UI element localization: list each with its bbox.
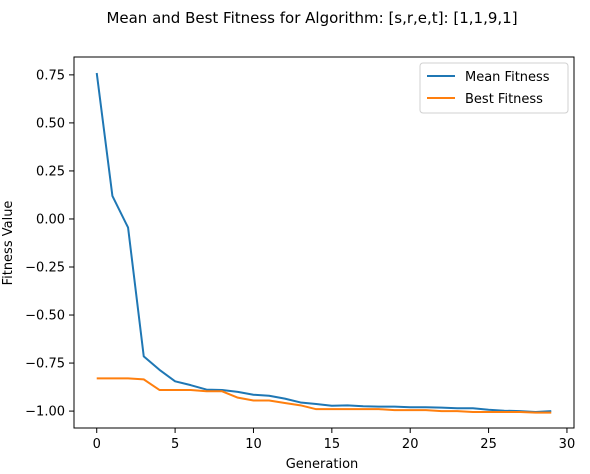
legend-box [419,62,569,114]
legend: Mean Fitness Best Fitness [419,62,569,114]
y-axis: −1.00 −0.75 −0.50 −0.25 0.00 0.25 0.50 0.75 [25,68,74,420]
y-tick-label: 0.75 [36,68,65,83]
x-axis-label: Generation [286,457,359,472]
x-tick-label: 10 [245,437,262,452]
y-tick-label: −0.25 [25,260,65,275]
legend-label-best-fitness: Best Fitness [465,92,543,107]
y-axis-label: Fitness Value [1,201,16,286]
y-tick-label: 0.25 [36,164,65,179]
plot-area [74,57,574,428]
series-line-mean-fitness [95,72,552,414]
y-tick-label: 0.00 [36,212,65,227]
x-tick-label: 0 [93,437,101,452]
plot-lines [95,72,552,414]
y-tick-label: −0.50 [25,309,65,324]
x-tick-label: 30 [559,437,576,452]
x-axis: 0 5 10 15 20 25 30 [93,428,576,452]
x-tick-label: 25 [480,437,497,452]
plot-frame [73,56,575,429]
y-tick-label: −1.00 [25,405,65,420]
legend-label-mean-fitness: Mean Fitness [465,70,550,85]
y-tick-label: −0.75 [25,357,65,372]
y-tick-label: 0.50 [36,116,65,131]
x-tick-label: 15 [324,437,341,452]
x-tick-label: 20 [402,437,419,452]
series-line-best-fitness [96,377,552,414]
chart-title: Mean and Best Fitness for Algorithm: [s,… [106,9,517,27]
x-tick-label: 5 [171,437,179,452]
